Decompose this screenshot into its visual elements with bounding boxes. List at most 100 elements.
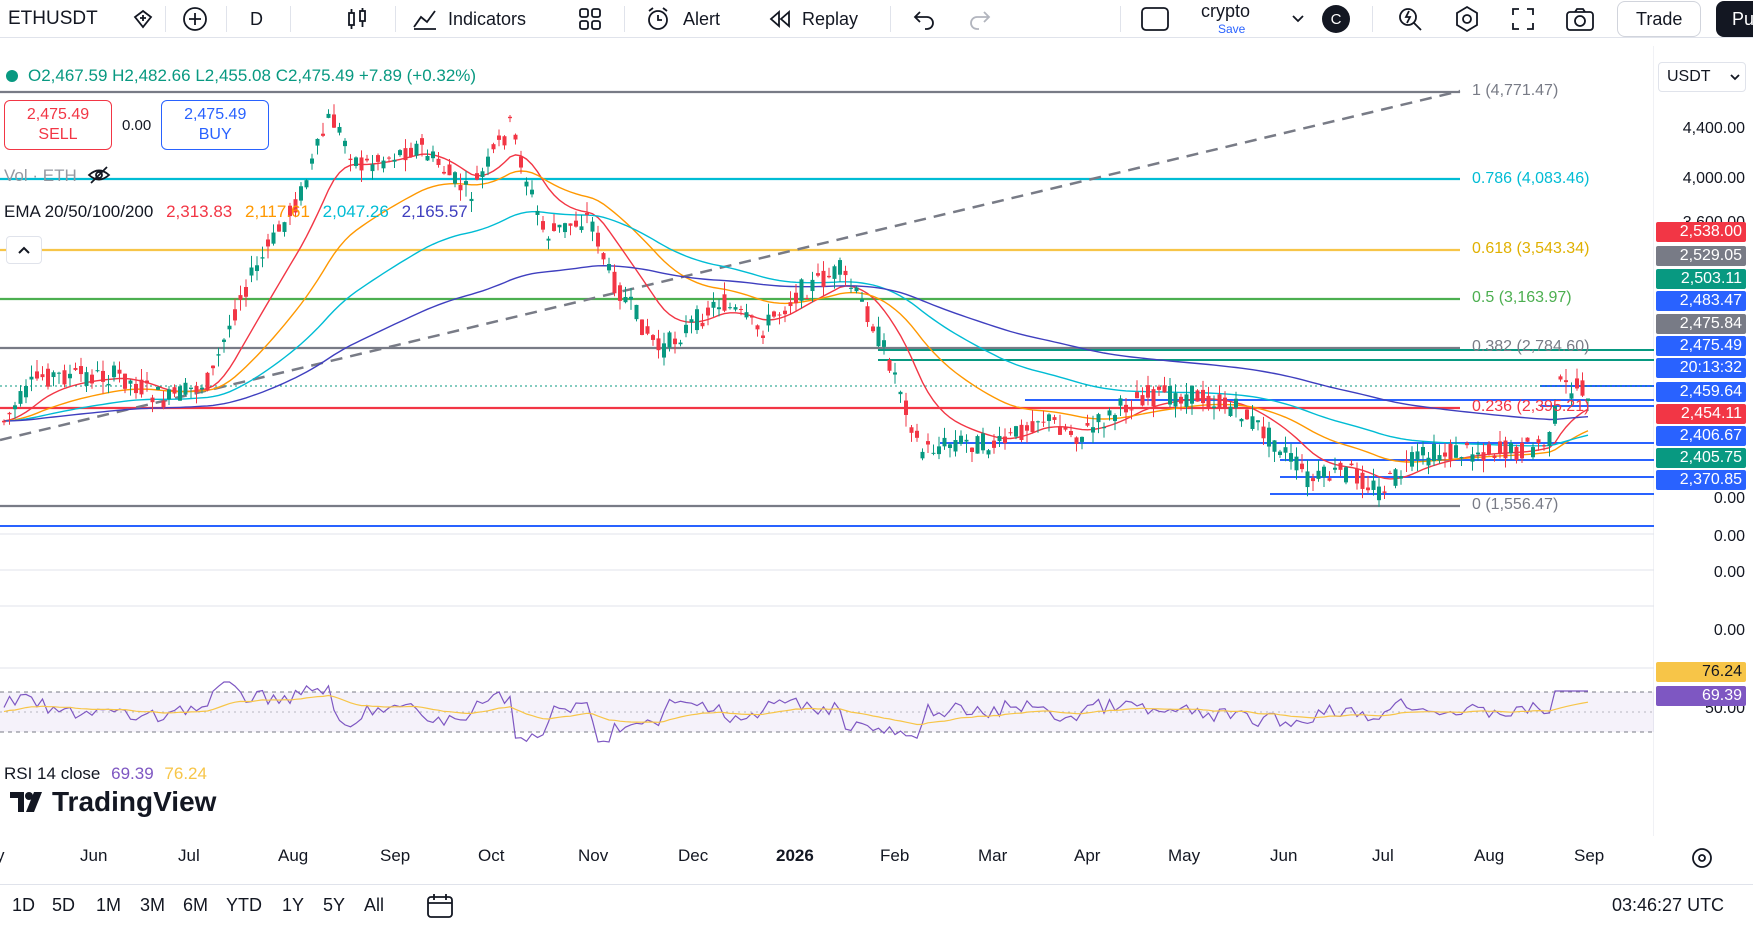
candle-body xyxy=(530,189,534,195)
candle-body xyxy=(431,151,435,159)
ema100-value: 2,047.26 xyxy=(322,202,389,221)
candle-body xyxy=(1283,447,1288,453)
undo-button[interactable] xyxy=(912,0,936,38)
candle-body xyxy=(739,309,743,311)
candles-icon xyxy=(348,8,366,29)
range-button-5y[interactable]: 5Y xyxy=(323,895,346,915)
publish-button[interactable]: Pu xyxy=(1716,1,1753,37)
rsi-scale-label: 69.39 xyxy=(1656,686,1746,706)
candle-body xyxy=(1206,395,1211,408)
candle-body xyxy=(172,387,177,394)
sell-button[interactable]: 2,475.49 SELL xyxy=(4,100,112,150)
layout-toggle-button[interactable] xyxy=(1140,0,1170,38)
save-status[interactable]: Save xyxy=(1218,22,1246,36)
legend-open: O2,467.59 xyxy=(28,66,108,85)
candle-body xyxy=(200,387,204,390)
trade-button[interactable]: Trade xyxy=(1617,1,1702,37)
candle-body xyxy=(656,338,661,351)
snapshot-button[interactable] xyxy=(1565,0,1595,38)
buy-button[interactable]: 2,475.49 BUY xyxy=(161,100,270,150)
time-axis-label: Nov xyxy=(578,846,609,865)
price-tick: 4,400.00 xyxy=(1682,120,1745,137)
candle-body xyxy=(370,164,375,172)
fullscreen-button[interactable] xyxy=(1510,0,1536,38)
candle-body xyxy=(332,114,336,128)
candle-body xyxy=(744,312,749,318)
horizontal-lines[interactable] xyxy=(0,349,1654,527)
avatar: C xyxy=(1322,5,1350,33)
symbol-search-button[interactable]: ETHUSDT xyxy=(8,0,98,38)
candle-body xyxy=(1360,472,1365,489)
candle-body xyxy=(359,157,364,171)
compare-symbol-button[interactable] xyxy=(132,0,154,38)
candle-body xyxy=(1003,436,1007,444)
candle-body xyxy=(403,148,408,161)
candle-body xyxy=(1030,421,1035,433)
alarm-clock-icon xyxy=(648,7,668,30)
eye-hidden-icon[interactable] xyxy=(87,166,111,184)
candle-body xyxy=(442,171,446,174)
chevron-down-icon xyxy=(1729,74,1740,81)
candle-body xyxy=(975,436,980,454)
ema-legend[interactable]: EMA 20/50/100/200 2,313.83 2,117.61 2,04… xyxy=(4,202,468,222)
candle-body xyxy=(1399,476,1403,479)
candle-body xyxy=(1465,442,1469,446)
range-button-ytd[interactable]: YTD xyxy=(226,895,262,915)
range-button-1y[interactable]: 1Y xyxy=(282,895,305,915)
candle-body xyxy=(1410,452,1414,467)
settings-button[interactable] xyxy=(1453,0,1481,38)
candle-body xyxy=(420,138,424,145)
fib-retracement[interactable] xyxy=(0,89,1461,508)
candle-body xyxy=(1432,443,1436,462)
replay-button[interactable]: Replay xyxy=(766,0,858,38)
candle-body xyxy=(1459,457,1464,459)
time-axis-label: May xyxy=(1168,846,1201,865)
sell-label: SELL xyxy=(38,126,78,143)
range-button-all[interactable]: All xyxy=(364,895,385,915)
range-button-6m[interactable]: 6M xyxy=(183,895,209,915)
collapse-legend-button[interactable] xyxy=(6,236,42,264)
range-button-1d[interactable]: 1D xyxy=(12,895,36,915)
goto-date-button[interactable] xyxy=(426,893,454,924)
range-button-3m[interactable]: 3M xyxy=(140,895,166,915)
layout-name-button[interactable]: crypto xyxy=(1201,0,1250,30)
legend-high: H2,482.66 xyxy=(112,66,191,85)
range-button-1m[interactable]: 1M xyxy=(96,895,122,915)
utc-clock[interactable]: 03:46:27 UTC xyxy=(1612,895,1725,915)
redo-button[interactable] xyxy=(968,0,992,38)
time-axis-label: Mar xyxy=(978,846,1008,865)
candle-body xyxy=(1069,430,1073,435)
indicators-button[interactable]: Indicators xyxy=(412,0,526,38)
volume-legend[interactable]: Vol · ETH xyxy=(4,166,111,186)
candle-body xyxy=(266,239,270,247)
candle-body xyxy=(700,322,705,327)
time-axis-label: Feb xyxy=(880,846,910,865)
chart-type-button[interactable] xyxy=(346,0,368,38)
axis-settings-button[interactable] xyxy=(1690,846,1714,875)
candle-body xyxy=(689,319,694,323)
candle-body xyxy=(904,400,908,415)
quick-search-button[interactable] xyxy=(1396,0,1424,38)
avatar-button[interactable]: C xyxy=(1322,0,1350,38)
candle-body xyxy=(645,326,650,334)
alert-button[interactable]: Alert xyxy=(645,0,720,38)
candle-body xyxy=(271,232,276,244)
candle-body xyxy=(805,297,809,299)
range-button-5d[interactable]: 5D xyxy=(52,895,76,915)
price-chart-canvas[interactable] xyxy=(0,46,1654,836)
tradingview-logo[interactable]: TradingView xyxy=(10,786,216,818)
templates-button[interactable] xyxy=(578,0,602,38)
candle-body xyxy=(1173,393,1178,407)
candle-body xyxy=(1575,378,1579,389)
candle-body xyxy=(244,286,248,297)
volume-tick: 0.00 xyxy=(1713,622,1745,639)
add-symbol-button[interactable] xyxy=(182,0,208,38)
candle-body xyxy=(29,376,34,380)
layout-menu-button[interactable] xyxy=(1290,0,1306,38)
candle-body xyxy=(783,310,787,315)
candle-body xyxy=(1157,386,1161,390)
currency-select[interactable]: USDT xyxy=(1658,62,1746,92)
rsi-legend[interactable]: RSI 14 close 69.39 76.24 xyxy=(4,764,207,784)
interval-button[interactable]: D xyxy=(250,0,263,38)
price-scale[interactable]: 4,400.004,000.003,600.000.000.000.000.00… xyxy=(1654,46,1753,836)
